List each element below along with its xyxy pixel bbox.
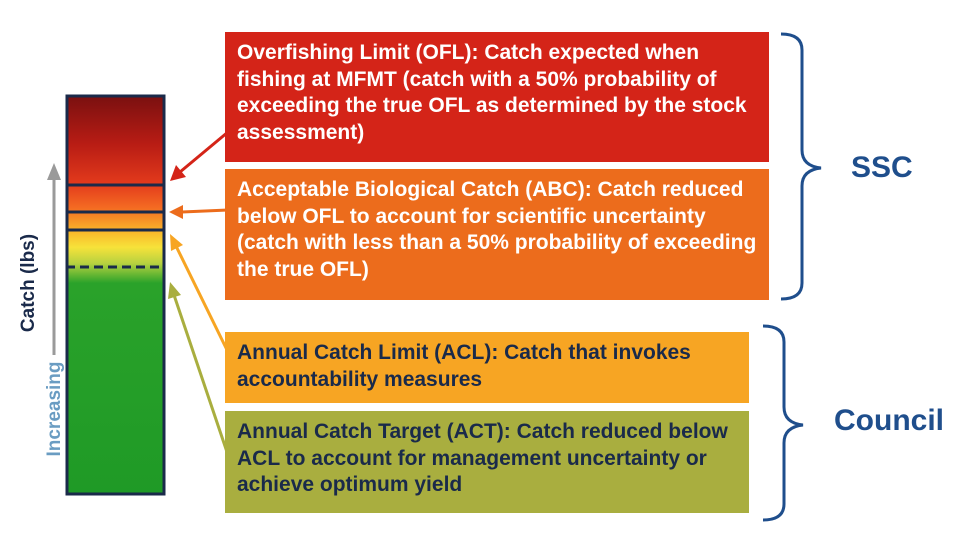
acl-pointer-arrow (170, 234, 230, 353)
act-box: Annual Catch Target (ACT): Catch reduced… (225, 411, 749, 513)
increasing-arrow-head (47, 163, 61, 180)
catch-axis-label: Catch (lbs) (18, 233, 39, 333)
act-pointer-arrow (168, 282, 230, 456)
ssc-bracket (780, 32, 822, 301)
ofl-box: Overfishing Limit (OFL): Catch expected … (225, 32, 769, 162)
council-label: Council (834, 404, 944, 437)
acl-box: Annual Catch Limit (ACL): Catch that inv… (225, 332, 749, 403)
abc-pointer-arrow (169, 205, 229, 219)
catch-bar (65, 94, 166, 496)
abc-box: Acceptable Biological Catch (ABC): Catch… (225, 169, 769, 300)
council-bracket (762, 324, 804, 522)
ofl-pointer-arrow (170, 130, 229, 181)
ssc-label: SSC (851, 151, 913, 184)
increasing-axis-label: Increasing (44, 361, 65, 457)
